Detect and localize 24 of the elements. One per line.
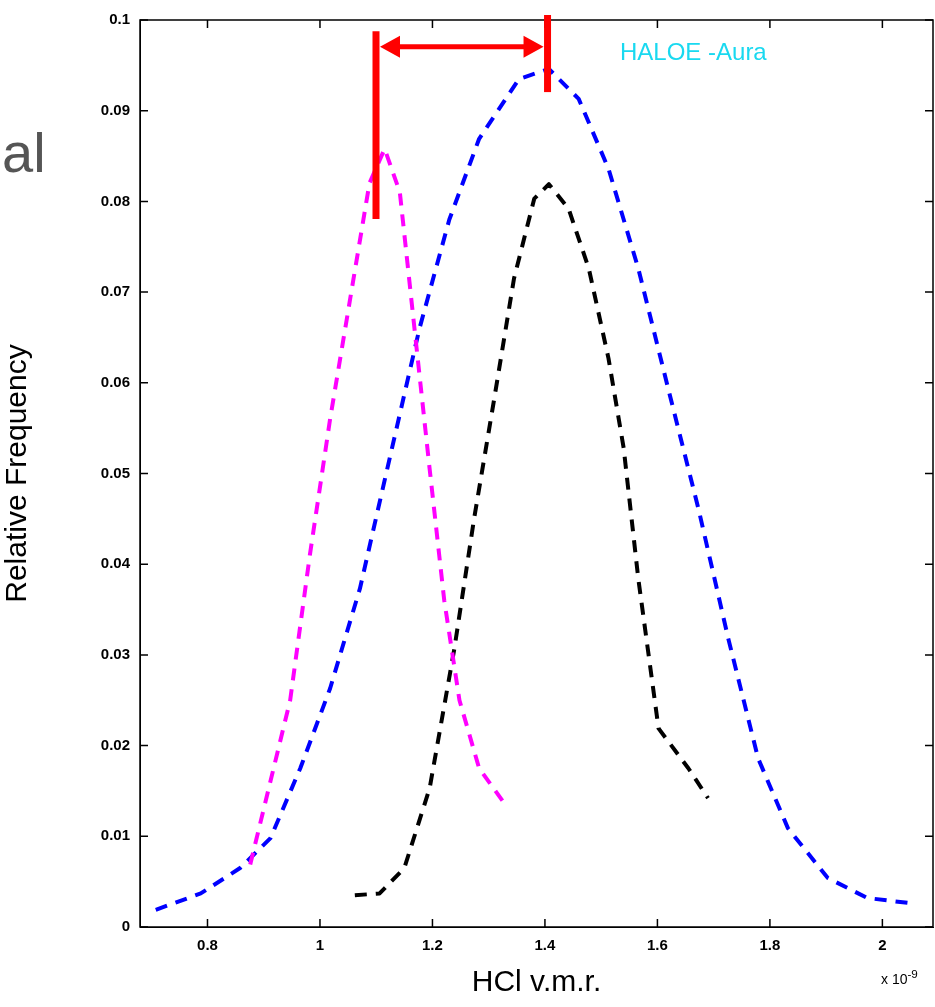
y-tick-label: 0.08 (100, 191, 130, 209)
y-tick-label: 0 (121, 917, 130, 935)
y-axis-title: Relative Frequency (0, 344, 33, 603)
y-tick-label: 0.02 (100, 735, 130, 753)
annotation: HALOE -Aura (620, 38, 767, 66)
x-tick-label: 1.4 (534, 936, 557, 954)
x-tick-label: 0.8 (197, 936, 218, 954)
text: al (2, 120, 46, 185)
y-tick-label: 0.09 (100, 100, 130, 118)
y-tick-label: 0.01 (100, 826, 130, 844)
y-tick-label: 0.04 (100, 554, 131, 572)
y-tick-label: 0.1 (109, 10, 130, 28)
x-axis-title: HCl v.m.r. (471, 964, 602, 998)
x-tick-label: 1.8 (759, 936, 781, 954)
line-series (352, 182, 711, 898)
x-tick-label: 1 (315, 936, 325, 954)
y-tick-label: 0.07 (100, 282, 130, 300)
x-tick-label: 1.2 (422, 936, 443, 954)
y-tick-label: 0.05 (100, 463, 130, 481)
y-tick-label: 0.06 (100, 372, 130, 390)
x-tick-label: 1.6 (646, 936, 668, 954)
x-tick-label: 2 (878, 936, 887, 954)
y-tick-label: 0.03 (100, 645, 130, 663)
text: x 10$^{-9}$ (881, 967, 918, 987)
